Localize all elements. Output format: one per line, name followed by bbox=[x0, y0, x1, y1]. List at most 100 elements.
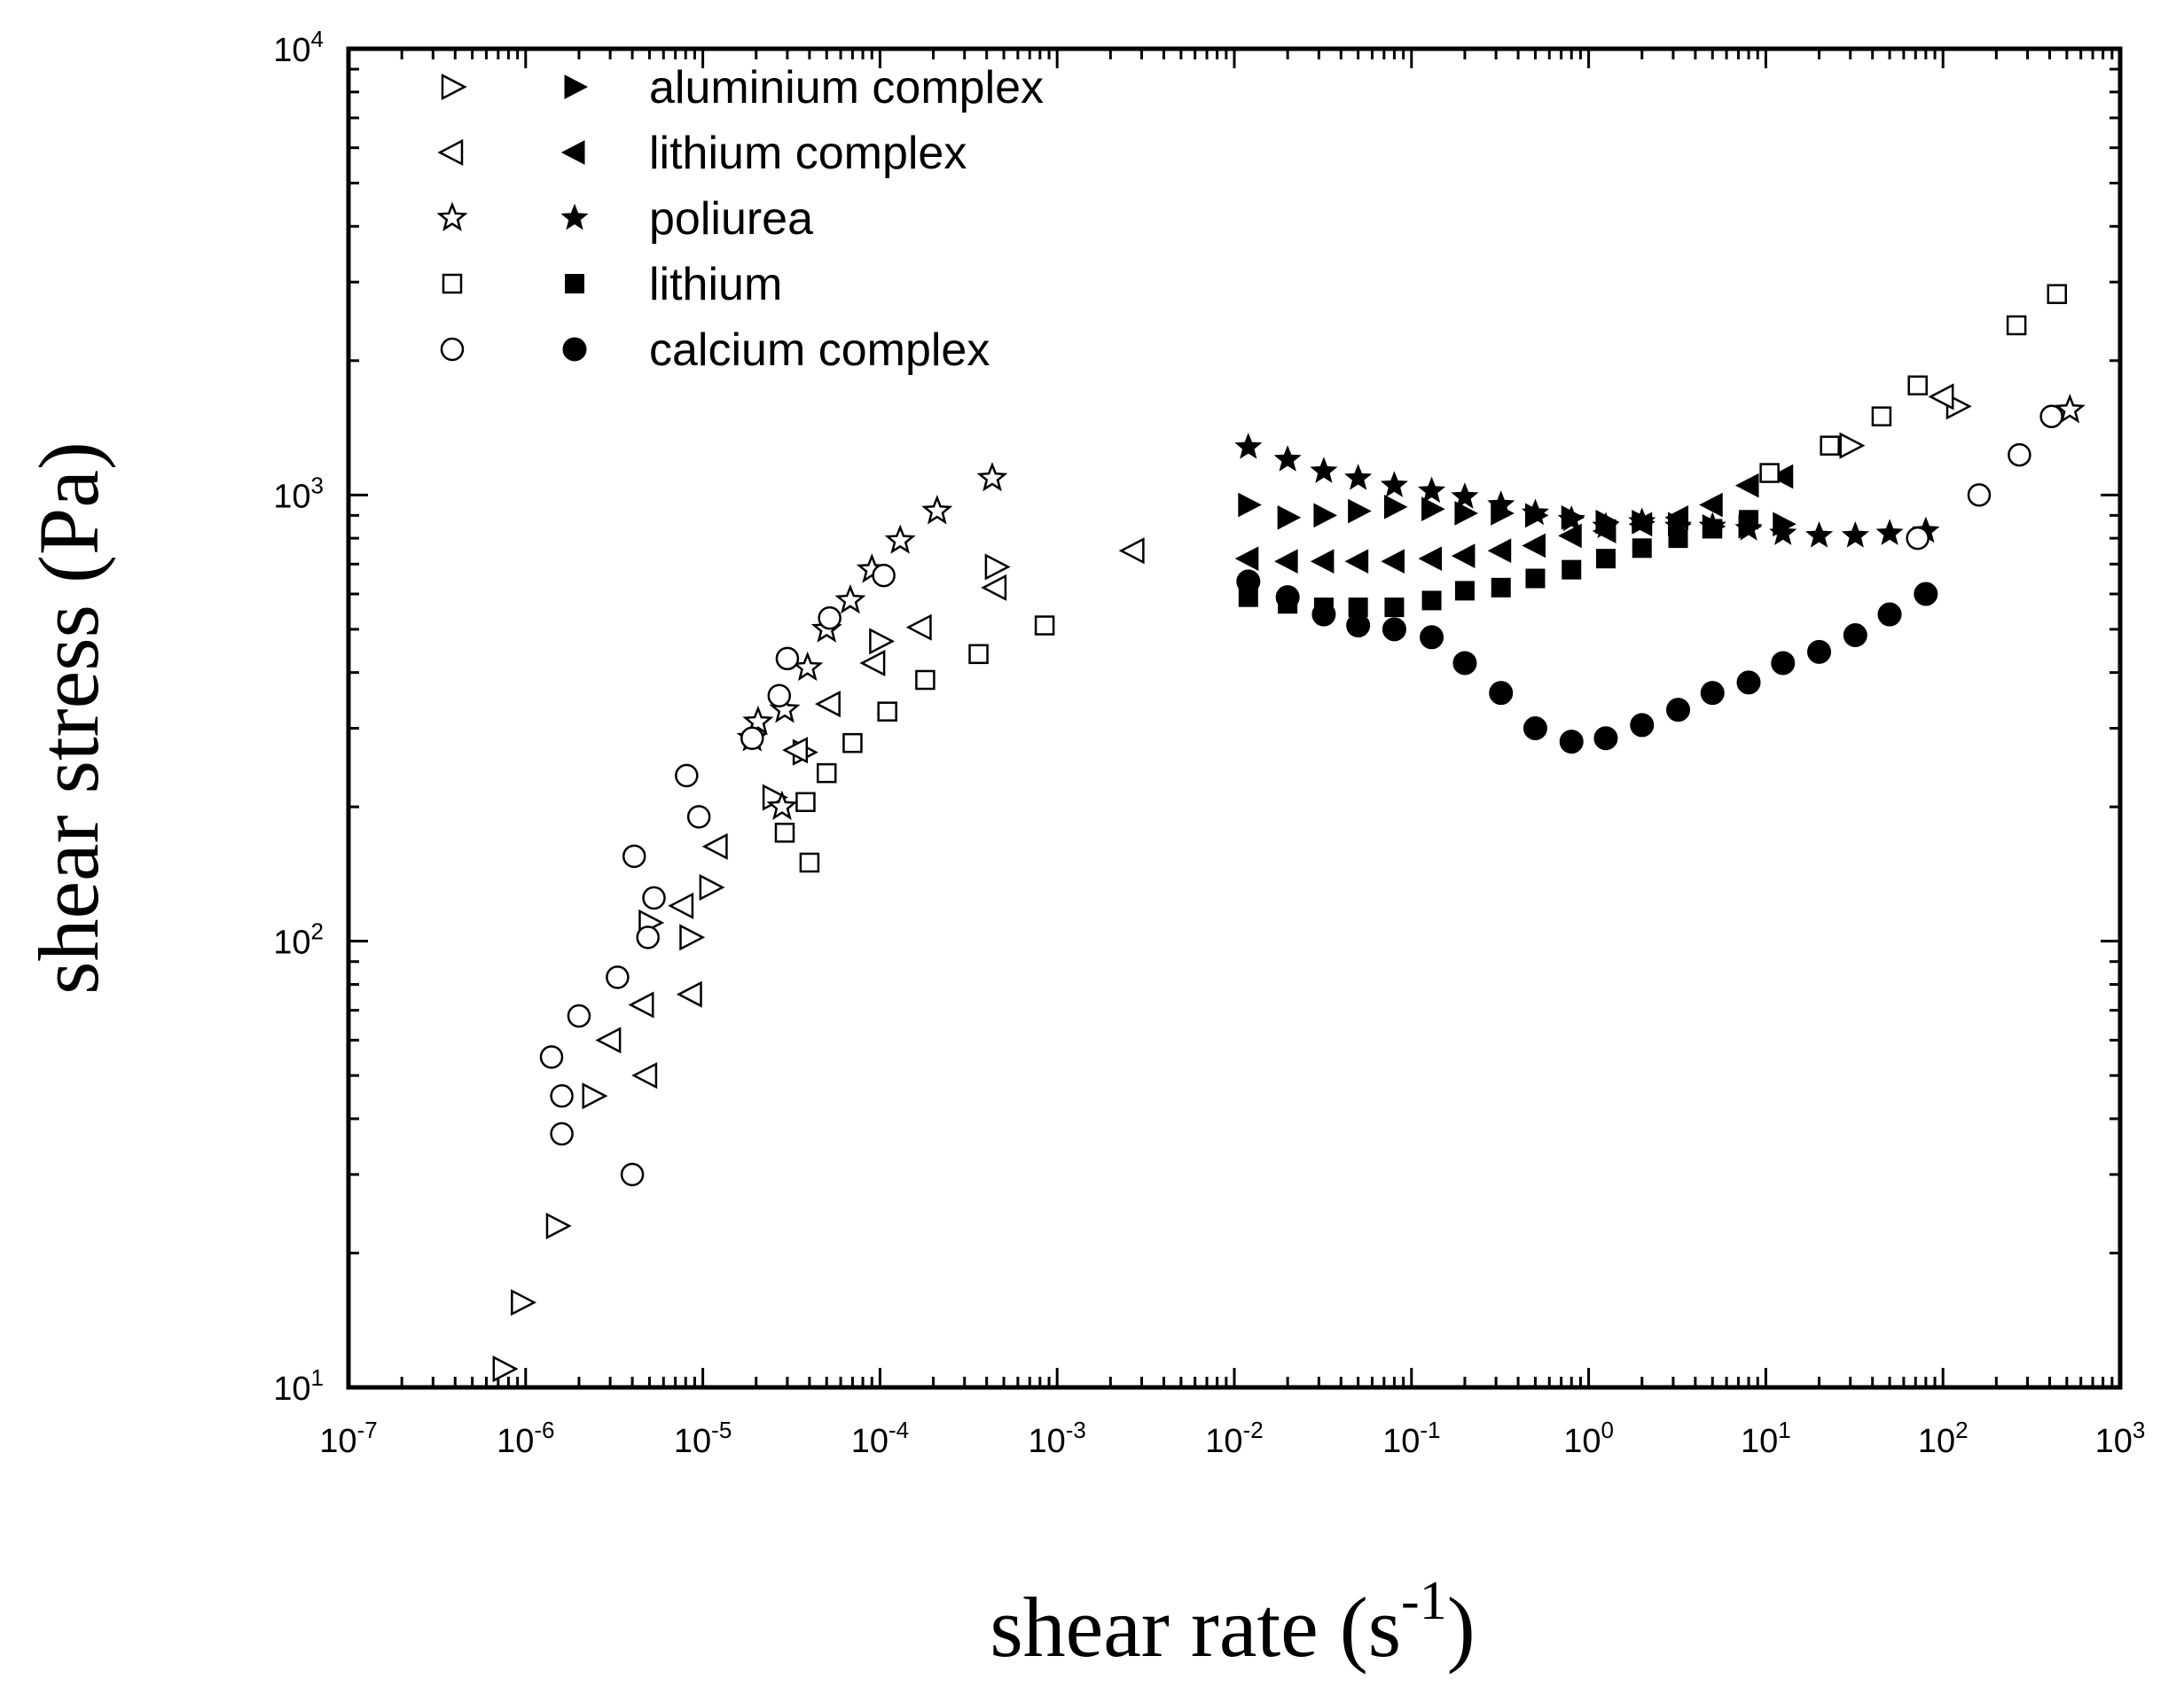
y-tick-label-base: 10 bbox=[273, 478, 310, 515]
marker-triangle-left bbox=[631, 1062, 658, 1090]
marker-star bbox=[742, 705, 774, 736]
marker-triangle-right bbox=[869, 628, 896, 655]
x-tick-label-exponent: -6 bbox=[534, 1417, 554, 1443]
legend-label: poliurea bbox=[649, 193, 813, 245]
x-tick-label-exponent: 1 bbox=[1778, 1417, 1790, 1443]
y-axis-title: shear stress (Pa) bbox=[21, 441, 116, 995]
marker-square bbox=[1421, 590, 1442, 611]
marker-square bbox=[817, 762, 837, 784]
marker-star bbox=[1521, 498, 1549, 526]
marker-triangle-left bbox=[1118, 537, 1145, 565]
marker-circle bbox=[1807, 639, 1832, 664]
x-tick-label: 10-5 bbox=[674, 1417, 732, 1460]
x-tick-label-base: 10 bbox=[497, 1423, 534, 1460]
marker-circle bbox=[1630, 713, 1655, 738]
marker-triangle-left bbox=[1274, 549, 1298, 574]
x-tick-label-base: 10 bbox=[1205, 1423, 1242, 1460]
marker-circle bbox=[1700, 681, 1725, 706]
marker-triangle-right bbox=[582, 1082, 608, 1110]
marker-triangle-right bbox=[1839, 432, 1866, 459]
x-axis-title-close: ) bbox=[1447, 1580, 1476, 1675]
x-tick-label-exponent: -2 bbox=[1243, 1417, 1264, 1443]
marker-star bbox=[560, 203, 589, 230]
y-tick-label-base: 10 bbox=[273, 925, 310, 962]
marker-square bbox=[1668, 528, 1688, 549]
marker-circle bbox=[550, 1083, 574, 1108]
marker-square bbox=[565, 274, 584, 293]
x-tick-label-exponent: -5 bbox=[711, 1417, 732, 1443]
legend: aluminium complex lithium complex poliurea… bbox=[436, 62, 1044, 376]
marker-triangle-right bbox=[511, 1289, 537, 1316]
legend-label: lithium complex bbox=[649, 128, 967, 179]
marker-square bbox=[968, 644, 989, 665]
marker-triangle-left bbox=[1234, 546, 1259, 571]
marker-circle bbox=[440, 337, 465, 362]
marker-circle bbox=[1275, 585, 1300, 610]
marker-star bbox=[1234, 433, 1263, 459]
x-axis-title: shear rate (s-1) bbox=[990, 1571, 1475, 1675]
marker-square bbox=[442, 273, 463, 294]
marker-circle bbox=[1736, 670, 1761, 695]
marker-star bbox=[884, 524, 916, 554]
tick-labels: 10-7 10-6 10-5 10-4 10-3 10-2 10-1 100 101 102 103… bbox=[273, 26, 2145, 1460]
x-axis-title-text: shear rate (s bbox=[990, 1580, 1401, 1675]
legend-label: calcium complex bbox=[649, 324, 990, 376]
x-tick-label-base: 10 bbox=[1028, 1423, 1065, 1460]
marker-star bbox=[1380, 471, 1408, 497]
marker-circle bbox=[562, 337, 587, 362]
marker-circle bbox=[767, 683, 792, 707]
marker-triangle-left bbox=[1418, 546, 1443, 571]
marker-square bbox=[1454, 581, 1475, 601]
marker-circle bbox=[1523, 716, 1547, 741]
marker-star bbox=[1592, 512, 1620, 539]
marker-triangle-right bbox=[1348, 498, 1372, 524]
marker-triangle-right bbox=[441, 73, 467, 101]
marker-square bbox=[1871, 406, 1892, 426]
marker-star bbox=[766, 790, 798, 821]
marker-star bbox=[436, 201, 468, 231]
marker-star bbox=[1805, 521, 1834, 548]
x-tick-label-exponent: -3 bbox=[1066, 1417, 1086, 1443]
marker-circle bbox=[1593, 726, 1618, 751]
marker-circle bbox=[642, 886, 666, 910]
marker-circle bbox=[1771, 651, 1796, 676]
x-tick-label-base: 10 bbox=[1918, 1423, 1955, 1460]
marker-circle bbox=[622, 844, 646, 869]
y-tick-label: 102 bbox=[273, 918, 324, 962]
legend-label: aluminium complex bbox=[649, 62, 1044, 113]
marker-circle bbox=[1914, 582, 1938, 606]
legend-label: lithium bbox=[649, 259, 782, 310]
marker-circle bbox=[1877, 602, 1902, 627]
x-tick-label-base: 10 bbox=[2095, 1423, 2133, 1460]
marker-circle bbox=[872, 563, 896, 588]
marker-star bbox=[834, 584, 866, 614]
marker-star bbox=[1557, 504, 1585, 532]
marker-circle bbox=[1452, 651, 1477, 676]
y-tick-label: 101 bbox=[273, 1364, 324, 1408]
marker-square bbox=[1907, 375, 1928, 396]
x-tick-label-exponent: 0 bbox=[1601, 1417, 1614, 1443]
marker-square bbox=[1562, 559, 1582, 580]
marker-triangle-left bbox=[595, 1027, 622, 1054]
marker-star bbox=[1875, 519, 1904, 545]
marker-circle bbox=[675, 763, 699, 788]
marker-circle bbox=[740, 726, 764, 750]
marker-triangle-right bbox=[1454, 501, 1479, 526]
x-tick-label: 10-3 bbox=[1028, 1417, 1085, 1460]
marker-triangle-left bbox=[701, 832, 728, 860]
marker-triangle-left bbox=[905, 613, 932, 641]
marker-circle bbox=[2039, 404, 2063, 428]
marker-circle bbox=[550, 1121, 574, 1146]
marker-circle bbox=[636, 926, 660, 949]
marker-circle bbox=[1236, 569, 1261, 594]
marker-square bbox=[842, 732, 863, 754]
marker-circle bbox=[1967, 483, 1992, 507]
x-tick-label: 10-4 bbox=[851, 1417, 909, 1460]
marker-circle bbox=[1489, 681, 1514, 706]
marker-triangle-left bbox=[668, 892, 694, 919]
x-tick-label-base: 10 bbox=[674, 1423, 711, 1460]
marker-square bbox=[1595, 549, 1616, 569]
x-tick-label: 100 bbox=[1563, 1417, 1614, 1460]
marker-triangle-right bbox=[492, 1355, 519, 1383]
marker-star bbox=[921, 495, 953, 525]
